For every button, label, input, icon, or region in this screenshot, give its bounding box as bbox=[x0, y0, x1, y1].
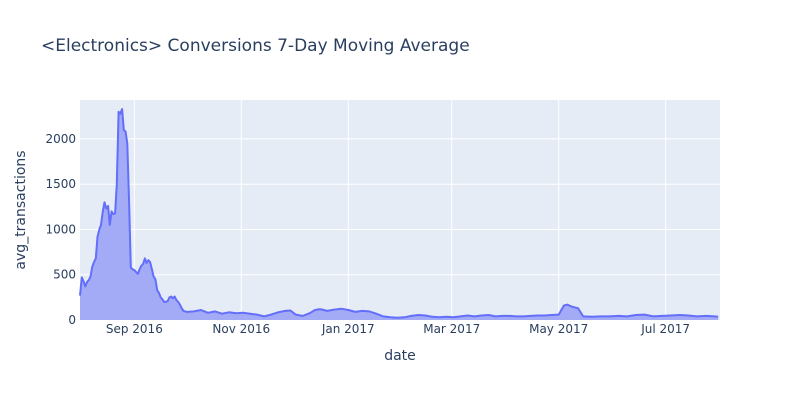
series-area-fill bbox=[80, 109, 719, 320]
x-tick-label: Nov 2016 bbox=[212, 322, 270, 336]
y-tick-label: 500 bbox=[53, 268, 76, 282]
x-tick-label: Jan 2017 bbox=[321, 322, 375, 336]
chart-title: <Electronics> Conversions 7-Day Moving A… bbox=[41, 36, 470, 56]
y-tick-label: 2000 bbox=[45, 132, 76, 146]
plot-area bbox=[80, 100, 720, 320]
tick-layer: 0 500 1000 1500 2000 Sep 2016 Nov 2016 Jan 2017… bbox=[45, 132, 690, 336]
y-axis-title: avg_transactions bbox=[13, 150, 29, 269]
x-tick-label: Mar 2017 bbox=[423, 322, 480, 336]
series-line bbox=[79, 108, 719, 319]
x-tick-label: Sep 2016 bbox=[106, 322, 163, 336]
x-tick-label: Jul 2017 bbox=[640, 322, 690, 336]
series-layer bbox=[79, 108, 719, 320]
y-tick-label: 1500 bbox=[45, 177, 76, 191]
grid-layer bbox=[80, 100, 720, 320]
x-tick-label: May 2017 bbox=[529, 322, 588, 336]
x-axis-title: date bbox=[384, 348, 416, 364]
y-tick-label: 1000 bbox=[45, 222, 76, 236]
y-tick-label: 0 bbox=[68, 313, 76, 327]
